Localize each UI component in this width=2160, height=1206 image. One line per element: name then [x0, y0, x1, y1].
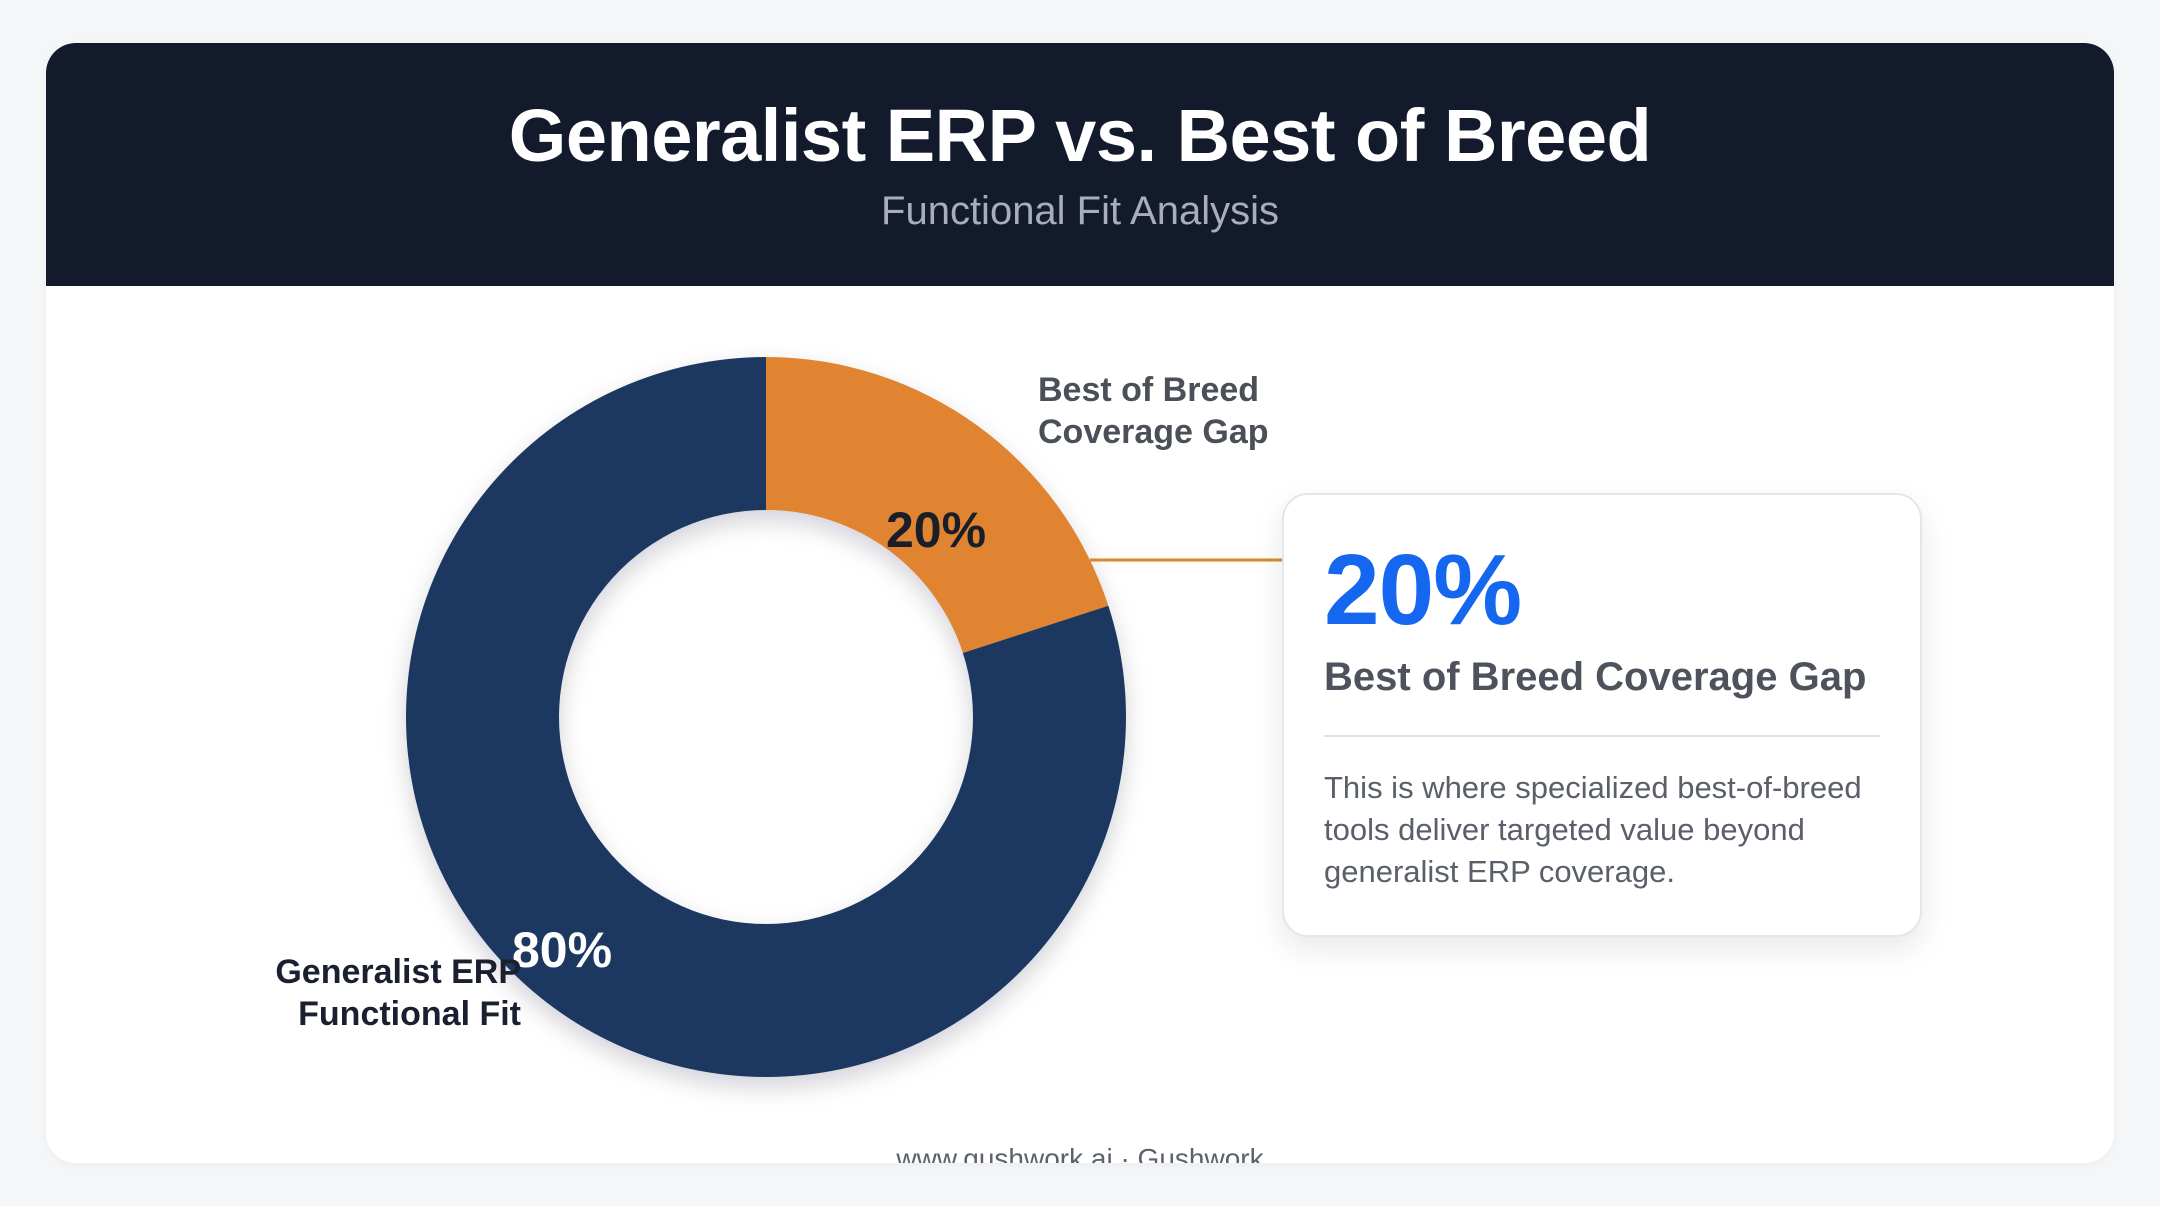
donut-slice-generalist-erp — [406, 357, 1127, 1077]
chart-title: Generalist ERP vs. Best of Breed — [508, 94, 1652, 177]
segment-label-line: Generalist ERP — [275, 953, 521, 991]
donut-chart — [406, 357, 1284, 1077]
callout-body: This is where specialized best-of-breed … — [1324, 770, 1862, 889]
infographic-card: Generalist ERP vs. Best of Breed Functio… — [46, 43, 2114, 1163]
callout-card: 20% Best of Breed Coverage Gap This is w… — [1282, 493, 1922, 937]
footer-credit: www.gushwork.ai · Gushwork — [896, 1143, 1264, 1163]
segment-label-generalist-erp: Generalist ERP Functional Fit — [196, 951, 521, 1035]
callout-divider — [1324, 735, 1880, 737]
donut-slice-best-of-breed — [766, 357, 1109, 654]
header-banner: Generalist ERP vs. Best of Breed Functio… — [46, 43, 2114, 286]
segment-label-line: Best of Breed — [1038, 371, 1260, 409]
segment-label-line: Coverage Gap — [1038, 413, 1269, 451]
chart-subtitle: Functional Fit Analysis — [881, 189, 1279, 233]
data-label-best-of-breed: 20% — [886, 502, 987, 558]
segment-label-best-of-breed: Best of Breed Coverage Gap — [1038, 369, 1358, 453]
callout-title: Best of Breed Coverage Gap — [1324, 655, 1867, 699]
callout-value: 20% — [1324, 534, 1522, 646]
segment-label-line: Functional Fit — [298, 995, 521, 1033]
data-label-generalist-erp: 80% — [512, 922, 613, 978]
